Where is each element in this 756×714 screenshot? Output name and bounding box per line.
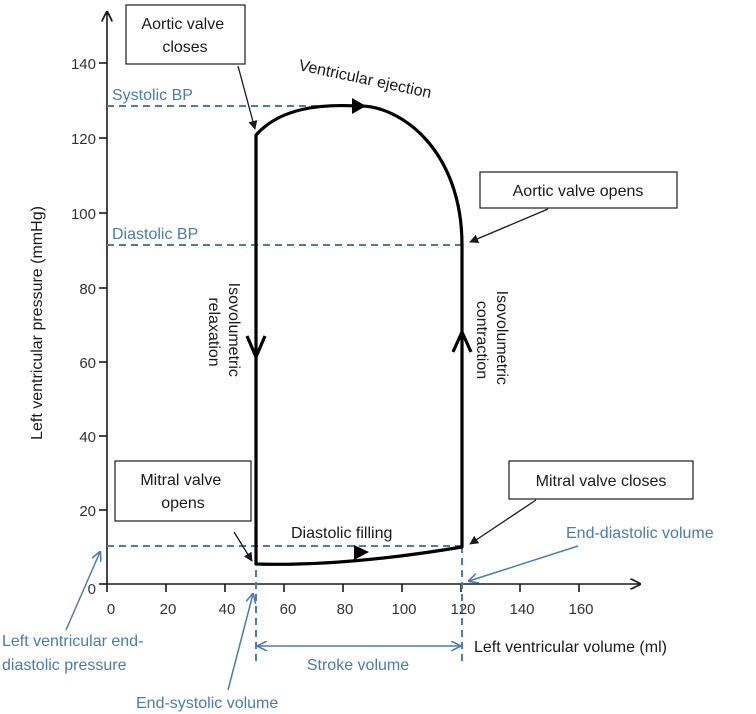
x-tick-label: 80 — [337, 601, 354, 618]
end-diastolic-volume-label: End-diastolic volume — [566, 525, 714, 542]
diastolic-bp-label: Diastolic BP — [112, 226, 198, 243]
aortic-valve-opens-pointer — [469, 208, 549, 243]
y-tick-labels: 0 20 40 60 80 100 120 140 — [71, 56, 96, 598]
x-ticks — [106, 584, 580, 592]
x-tick-label: 20 — [160, 601, 177, 618]
pressure-volume-loop — [254, 104, 464, 566]
x-tick-label: 160 — [568, 601, 593, 618]
y-tick-label: 100 — [71, 206, 96, 223]
aortic-valve-closes-box — [125, 4, 246, 65]
x-axis-title: Left ventricular volume (ml) — [474, 639, 667, 656]
mitral-valve-opens-pointer — [233, 531, 253, 562]
aortic-valve-opens-label: Aortic valve opens — [513, 183, 644, 200]
end-systolic-volume-pointer — [227, 594, 253, 691]
x-tick-label: 140 — [509, 601, 534, 618]
aortic-valve-closes-pointer — [237, 65, 258, 130]
mitral-valve-closes-pointer — [469, 499, 537, 545]
filling-direction-arrow — [354, 545, 369, 560]
ejection-direction-arrow — [352, 98, 366, 114]
end-systolic-volume-label: End-systolic volume — [136, 695, 278, 712]
mitral-valve-closes-box — [508, 460, 694, 500]
end-diastolic-volume-pointer — [469, 545, 579, 581]
isovolumetric-contraction-label: Isovolumetric contraction — [473, 291, 510, 390]
mitral-valve-closes-label: Mitral valve closes — [536, 473, 667, 490]
lvedp-pointer — [65, 552, 100, 631]
systolic-bp-label: Systolic BP — [112, 87, 193, 104]
x-tick-label: 0 — [107, 601, 115, 618]
y-tick-label: 120 — [71, 131, 96, 148]
diastolic-filling-label: Diastolic filling — [291, 525, 392, 542]
y-tick-label: 0 — [88, 581, 96, 598]
y-tick-label: 60 — [79, 355, 96, 372]
isovolumetric-relaxation-label: Isovolumetric relaxation — [205, 283, 242, 382]
aortic-valve-opens-box — [479, 171, 678, 209]
y-tick-label: 40 — [79, 429, 96, 446]
y-tick-label: 20 — [79, 503, 96, 520]
relaxation-direction-arrow — [245, 335, 267, 359]
lvedp-label: Left ventricular end- diastolic pressure — [2, 633, 148, 674]
aortic-valve-closes-label: Aortic valve closes — [141, 16, 228, 56]
ventricular-ejection-label: Ventricular ejection — [297, 57, 433, 102]
mitral-valve-opens-label: Mitral valve opens — [140, 472, 225, 512]
x-tick-label: 100 — [391, 601, 416, 618]
y-ticks — [99, 62, 107, 585]
x-tick-label: 60 — [280, 601, 297, 618]
y-axis-title: Left ventricular pressure (mmHg) — [29, 206, 46, 440]
y-tick-label: 80 — [79, 281, 96, 298]
y-tick-label: 140 — [71, 56, 96, 73]
x-tick-label: 40 — [219, 601, 236, 618]
contraction-direction-arrow — [451, 330, 473, 353]
stroke-volume-label: Stroke volume — [307, 657, 409, 674]
mitral-valve-opens-box — [114, 460, 252, 522]
x-tick-labels: 0 20 40 60 80 100 120 140 160 — [107, 601, 594, 618]
